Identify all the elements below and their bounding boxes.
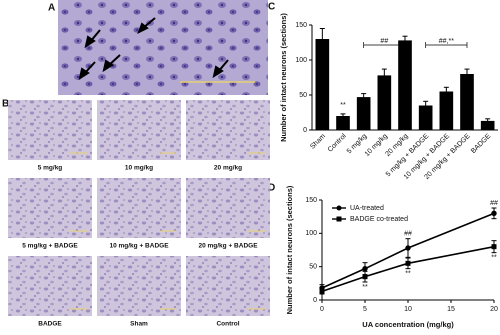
series-line <box>321 212 495 289</box>
x-axis-label: UA concentration (mg/kg) <box>362 320 454 329</box>
x-tick-label: 15 <box>447 306 455 313</box>
image-caption: 10 mg/kg + BADGE <box>109 243 169 250</box>
micrograph <box>186 256 270 316</box>
micrograph <box>97 256 181 316</box>
x-tick-label: 0 <box>320 306 324 313</box>
bar <box>460 74 474 130</box>
image-caption: 5 mg/kg + BADGE <box>22 243 78 250</box>
image-caption: BADGE <box>38 321 62 328</box>
y-tick-label: 150 <box>305 197 317 204</box>
bar <box>315 39 330 130</box>
micrograph <box>58 0 268 95</box>
micrograph <box>97 178 181 238</box>
x-tick-label: 10 <box>404 306 412 313</box>
y-tick-label: 0 <box>313 297 317 304</box>
y-tick-label: 0 <box>303 127 307 134</box>
annotation: ** <box>405 271 411 278</box>
bar <box>418 105 433 130</box>
image-caption: Sham <box>130 321 148 328</box>
marker <box>405 260 411 266</box>
panel-label: D <box>268 183 275 194</box>
image-caption: 10 mg/kg <box>125 165 153 172</box>
bar <box>398 40 412 130</box>
bar <box>377 75 392 130</box>
micrograph <box>8 256 92 316</box>
annotation: ** <box>340 102 346 109</box>
image-caption: 20 mg/kg <box>214 165 242 172</box>
x-tick-label: Sham <box>309 133 327 151</box>
y-tick-label: 50 <box>299 92 307 99</box>
y-tick-label: 150 <box>295 22 307 29</box>
micrograph <box>8 178 92 238</box>
image-caption: Control <box>216 321 239 328</box>
micrograph <box>186 100 270 160</box>
y-axis-label: Number of intact neurons (sections) <box>285 185 294 314</box>
image-caption: 5 mg/kg <box>38 165 63 172</box>
panel-label: B <box>2 99 9 110</box>
y-tick-label: 100 <box>305 230 317 237</box>
annotation: ## <box>404 231 412 238</box>
micrograph <box>8 100 92 160</box>
x-tick-label: 20 <box>490 306 498 313</box>
legend-label: UA-treated <box>350 205 384 212</box>
marker <box>405 245 411 251</box>
annotation: ** <box>362 284 368 291</box>
bar <box>356 97 371 130</box>
marker <box>362 265 368 272</box>
bar <box>480 120 495 130</box>
annotation: ## <box>380 38 388 45</box>
arrows <box>78 17 229 81</box>
legend-marker <box>336 216 342 222</box>
y-tick-label: 100 <box>295 57 307 64</box>
panel-label: A <box>48 3 55 14</box>
bar <box>439 91 454 130</box>
series-line <box>321 245 495 293</box>
y-axis-label: Number of intact neurons (sections) <box>279 13 288 142</box>
annotation: ## <box>490 200 498 207</box>
annotation: ** <box>491 255 497 262</box>
marker <box>362 274 368 280</box>
annotation: ##,** <box>439 38 454 45</box>
x-tick-label: BADGE <box>470 133 493 156</box>
legend-marker <box>336 205 342 211</box>
marker <box>319 288 325 294</box>
marker <box>491 210 497 217</box>
legend-label: BADGE co-treated <box>350 216 408 223</box>
marker <box>491 244 497 250</box>
micrograph <box>97 100 181 160</box>
micrograph <box>186 178 270 238</box>
x-tick-label: 5 <box>363 306 367 313</box>
y-tick-label: 50 <box>309 264 317 271</box>
panel-label: C <box>268 2 275 13</box>
image-caption: 20 mg/kg + BADGE <box>198 243 258 250</box>
bar <box>336 116 350 130</box>
